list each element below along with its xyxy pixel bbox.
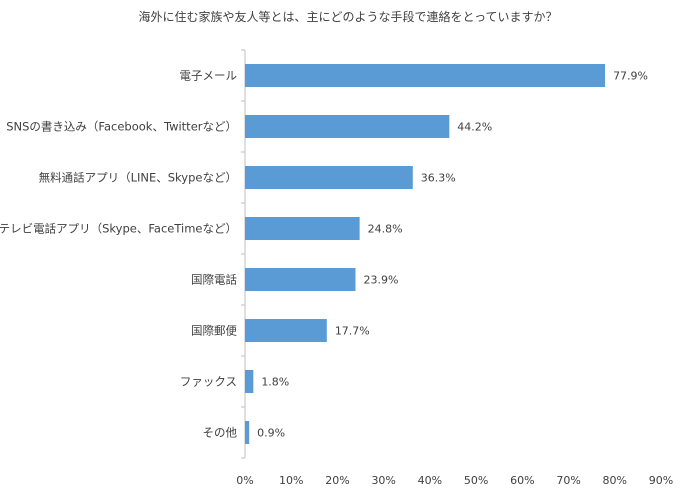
x-tick-label: 60% [510, 474, 534, 487]
bar [245, 319, 327, 342]
bar [245, 421, 250, 444]
x-tick-label: 20% [325, 474, 349, 487]
bar [245, 217, 360, 240]
category-label: SNSの書き込み（Facebook、Twitterなど） [6, 120, 237, 134]
value-label: 24.8% [368, 223, 403, 236]
category-label: 国際電話 [191, 273, 237, 287]
bar [245, 166, 413, 189]
bar [245, 370, 254, 393]
category-label: その他 [203, 426, 238, 440]
category-label: 電子メール [180, 69, 238, 83]
category-label: ファックス [180, 375, 237, 389]
value-label: 44.2% [457, 121, 492, 134]
bar [245, 64, 606, 87]
bar [245, 268, 356, 291]
x-tick-label: 0% [236, 474, 253, 487]
chart-title: 海外に住む家族や友人等とは、主にどのような手段で連絡をとっていますか？ [138, 10, 558, 24]
x-tick-label: 80% [603, 474, 627, 487]
bar [245, 115, 450, 138]
value-label: 36.3% [421, 172, 456, 185]
value-label: 17.7% [335, 325, 370, 338]
x-tick-label: 10% [279, 474, 303, 487]
category-label: テレビ電話アプリ（Skype、FaceTimeなど） [0, 222, 237, 236]
x-tick-label: 30% [371, 474, 395, 487]
x-tick-label: 50% [464, 474, 488, 487]
category-label: 無料通話アプリ（LINE、Skypeなど） [39, 171, 237, 185]
value-label: 23.9% [363, 274, 398, 287]
value-label: 77.9% [613, 70, 648, 83]
value-label: 0.9% [257, 427, 285, 440]
value-label: 1.8% [261, 376, 289, 389]
x-tick-label: 40% [418, 474, 442, 487]
x-tick-label: 70% [556, 474, 580, 487]
x-tick-label: 90% [649, 474, 673, 487]
category-label: 国際郵便 [191, 324, 237, 338]
